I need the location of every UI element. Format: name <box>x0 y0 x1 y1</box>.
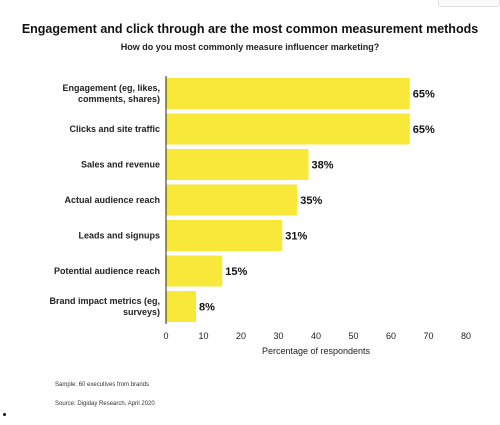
bar <box>166 255 223 287</box>
x-tick-label: 30 <box>273 331 283 341</box>
bar <box>166 149 309 180</box>
bar <box>166 291 196 322</box>
x-tick-label: 60 <box>386 331 396 341</box>
chart-title: Engagement and click through are the mos… <box>21 22 479 36</box>
category-label: comments, shares) <box>78 94 160 104</box>
category-label: Clicks and site traffic <box>69 124 160 134</box>
bar <box>166 220 283 251</box>
x-tick-label: 0 <box>163 331 168 341</box>
category-label: Potential audience reach <box>54 266 160 276</box>
sample-note: Sample: 60 executives from brands <box>55 382 150 388</box>
bar <box>166 78 410 109</box>
x-tick-label: 50 <box>348 331 358 341</box>
value-label: 35% <box>300 195 322 207</box>
value-label: 15% <box>225 266 247 278</box>
bar <box>166 113 410 145</box>
value-label: 38% <box>312 160 334 172</box>
category-label: Engagement (eg, likes, <box>62 83 160 93</box>
source-note: Source: Digiday Research, April 2020 <box>55 401 155 407</box>
value-label: 31% <box>285 231 307 243</box>
x-tick-label: 70 <box>423 331 433 341</box>
x-axis-title: Percentage of respondents <box>262 346 371 356</box>
x-tick-label: 20 <box>236 331 246 341</box>
value-label: 8% <box>199 302 215 314</box>
x-tick-label: 80 <box>461 331 471 341</box>
category-label: Leads and signups <box>78 231 160 241</box>
category-label: Actual audience reach <box>64 195 160 205</box>
chart-subtitle: How do you most commonly measure influen… <box>120 42 380 52</box>
category-label: surveys) <box>123 307 160 317</box>
bullet-dot <box>3 413 6 416</box>
value-label: 65% <box>413 89 435 101</box>
x-tick-label: 10 <box>198 331 208 341</box>
category-label: Brand impact metrics (eg, <box>49 296 160 306</box>
category-label: Sales and revenue <box>81 160 160 170</box>
x-tick-label: 40 <box>311 331 321 341</box>
bar <box>166 184 298 216</box>
value-label: 65% <box>413 124 435 136</box>
